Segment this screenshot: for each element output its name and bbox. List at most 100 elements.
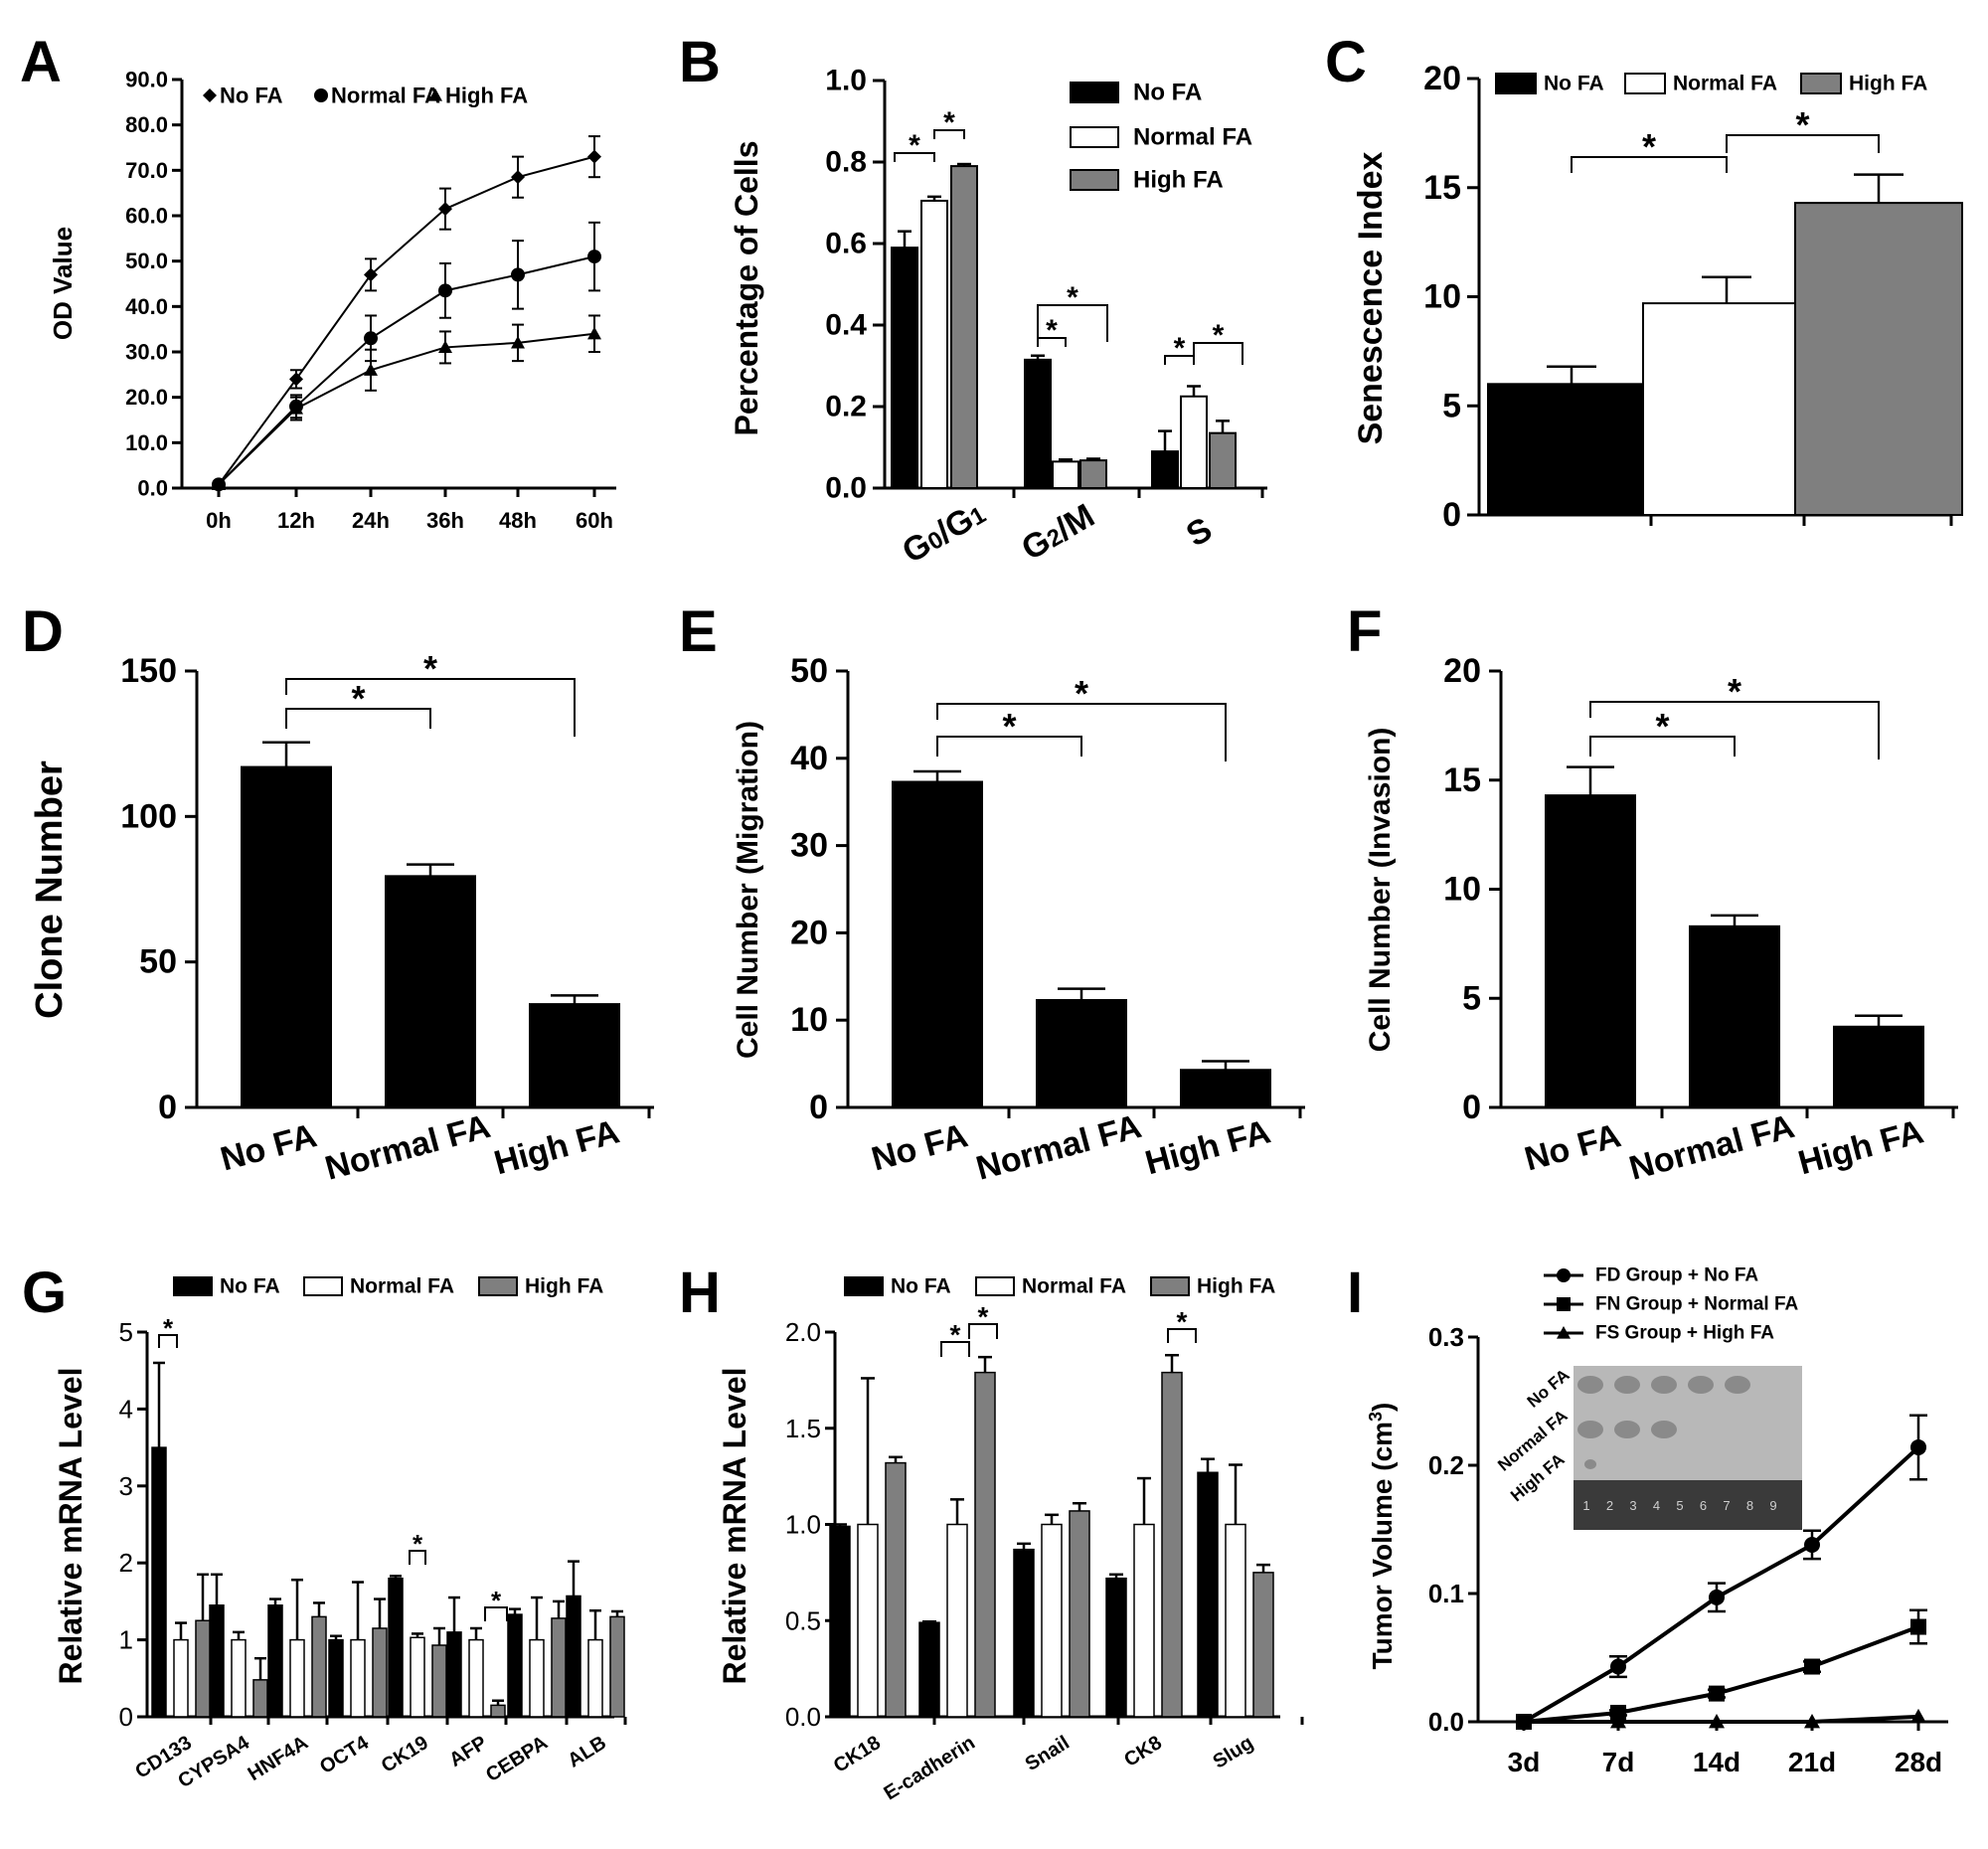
significance-bracket: * (968, 1301, 998, 1339)
bar (529, 1003, 620, 1108)
panel-label-B: B (679, 30, 721, 94)
legend-label: Normal FA (331, 84, 440, 108)
data-point-square (1709, 1685, 1725, 1702)
x-tick-label: 7d (1602, 1747, 1635, 1777)
significance-star: * (1655, 706, 1669, 747)
bar (1041, 1523, 1063, 1718)
data-point-square (1804, 1658, 1820, 1675)
bracket-line (1037, 337, 1067, 347)
ruler-number: 2 (1606, 1498, 1613, 1513)
data-point-circle (1804, 1536, 1820, 1553)
significance-star: * (423, 648, 437, 689)
data-point-diamond (587, 149, 601, 164)
y-tick-label: 1.0 (825, 65, 867, 97)
bar (468, 1638, 484, 1718)
x-tick-label: Snail (1022, 1732, 1074, 1775)
bracket-line (1589, 701, 1880, 759)
series-line-triangle (1516, 1708, 1926, 1729)
panel-label-C: C (1325, 30, 1367, 94)
legend-item: Normal FA (1070, 124, 1252, 151)
bracket-line (936, 703, 1227, 761)
tumor-sample (1651, 1376, 1677, 1394)
y-tick-label: 1.0 (785, 1510, 821, 1540)
bar (587, 1638, 603, 1718)
y-tick-label: 150 (120, 652, 177, 690)
y-tick-label: 15 (1423, 169, 1461, 207)
data-point-circle (438, 283, 452, 298)
bar (829, 1525, 851, 1718)
bar (918, 1621, 940, 1718)
y-tick-label: 50 (790, 652, 828, 690)
legend-swatch (478, 1276, 518, 1296)
bracket-line (894, 152, 935, 162)
bar (974, 1371, 996, 1718)
x-tick-label: G2/M (1015, 497, 1100, 569)
x-tick-label: AFP (445, 1732, 491, 1771)
legend-item: No FA (1070, 80, 1202, 106)
panel-label-E: E (679, 599, 718, 664)
x-tick-label: Normal FA (972, 1107, 1145, 1188)
legend-marker-triangle (428, 88, 442, 101)
significance-star: * (1067, 281, 1078, 314)
panel-b-chart: 0.0 0.2 0.4 0.6 0.8 1.0 Percentage of Cells G0/… (729, 65, 1267, 571)
data-point-triangle (438, 340, 452, 354)
y-tick-label: 80.0 (125, 112, 168, 137)
legend-label: No FA (1133, 80, 1202, 106)
bar (920, 199, 948, 489)
y-tick-label: 3 (119, 1471, 133, 1501)
legend-marker-circle (314, 88, 328, 102)
bar (857, 1523, 879, 1718)
y-tick-label: 0 (1462, 1089, 1481, 1126)
x-tick-label: S (1180, 510, 1219, 554)
legend-item: High FA (428, 84, 528, 108)
bar (1151, 450, 1179, 490)
x-tick-label: No FA (868, 1116, 972, 1178)
significance-bracket: * (933, 106, 965, 139)
legend-marker-circle (1557, 1268, 1571, 1282)
x-tick-label: CK8 (1120, 1732, 1166, 1771)
legend-label: No FA (220, 1275, 280, 1298)
significance-star: * (1002, 706, 1016, 747)
legend-swatch (1070, 82, 1119, 103)
y-axis-title-text: Tumor Volume (cm (1367, 1422, 1398, 1669)
y-tick-label: 0.1 (1428, 1579, 1464, 1608)
y-tick-label: 0.0 (1428, 1707, 1464, 1737)
bar (1833, 1025, 1924, 1109)
bar (1013, 1548, 1035, 1718)
panel-d-chart: 0 50 100 150 Clone Number No FA Normal FAHigh … (29, 648, 654, 1188)
x-tick-label: 14d (1693, 1747, 1740, 1777)
y-tick-label: 40 (790, 740, 828, 777)
bar (350, 1638, 366, 1718)
data-point-triangle (1910, 1708, 1926, 1724)
bar (267, 1604, 283, 1718)
x-tick-label: 24h (352, 508, 390, 533)
data-point-triangle (1610, 1714, 1626, 1729)
significance-bracket: * (1571, 126, 1728, 173)
significance-star: * (1075, 673, 1088, 714)
bar (446, 1631, 462, 1718)
ruler-number: 8 (1746, 1498, 1753, 1513)
panel-label-H: H (679, 1261, 721, 1325)
x-tick-label: No FA (217, 1116, 321, 1178)
significance-bracket: * (285, 678, 431, 729)
y-tick-label: 0.2 (1428, 1450, 1464, 1480)
bar (173, 1638, 189, 1718)
x-tick-label: High FA (490, 1112, 623, 1182)
inset-row-label: No FA (1524, 1366, 1574, 1412)
bar (1487, 383, 1656, 516)
x-tick-label: 48h (499, 508, 537, 533)
legend-item: Normal FA (975, 1275, 1126, 1298)
significance-bracket: * (1037, 314, 1067, 347)
panel-label-I: I (1347, 1261, 1363, 1325)
significance-bracket: * (158, 1313, 178, 1348)
data-point-triangle (364, 363, 378, 376)
legend-label: Normal FA (1133, 124, 1252, 151)
data-point-triangle (212, 477, 226, 490)
panel-label-G: G (22, 1261, 67, 1325)
significance-star: * (1174, 332, 1186, 365)
data-point-circle (1709, 1589, 1725, 1605)
bar (372, 1627, 388, 1718)
y-tick-label: 0.0 (785, 1702, 821, 1732)
